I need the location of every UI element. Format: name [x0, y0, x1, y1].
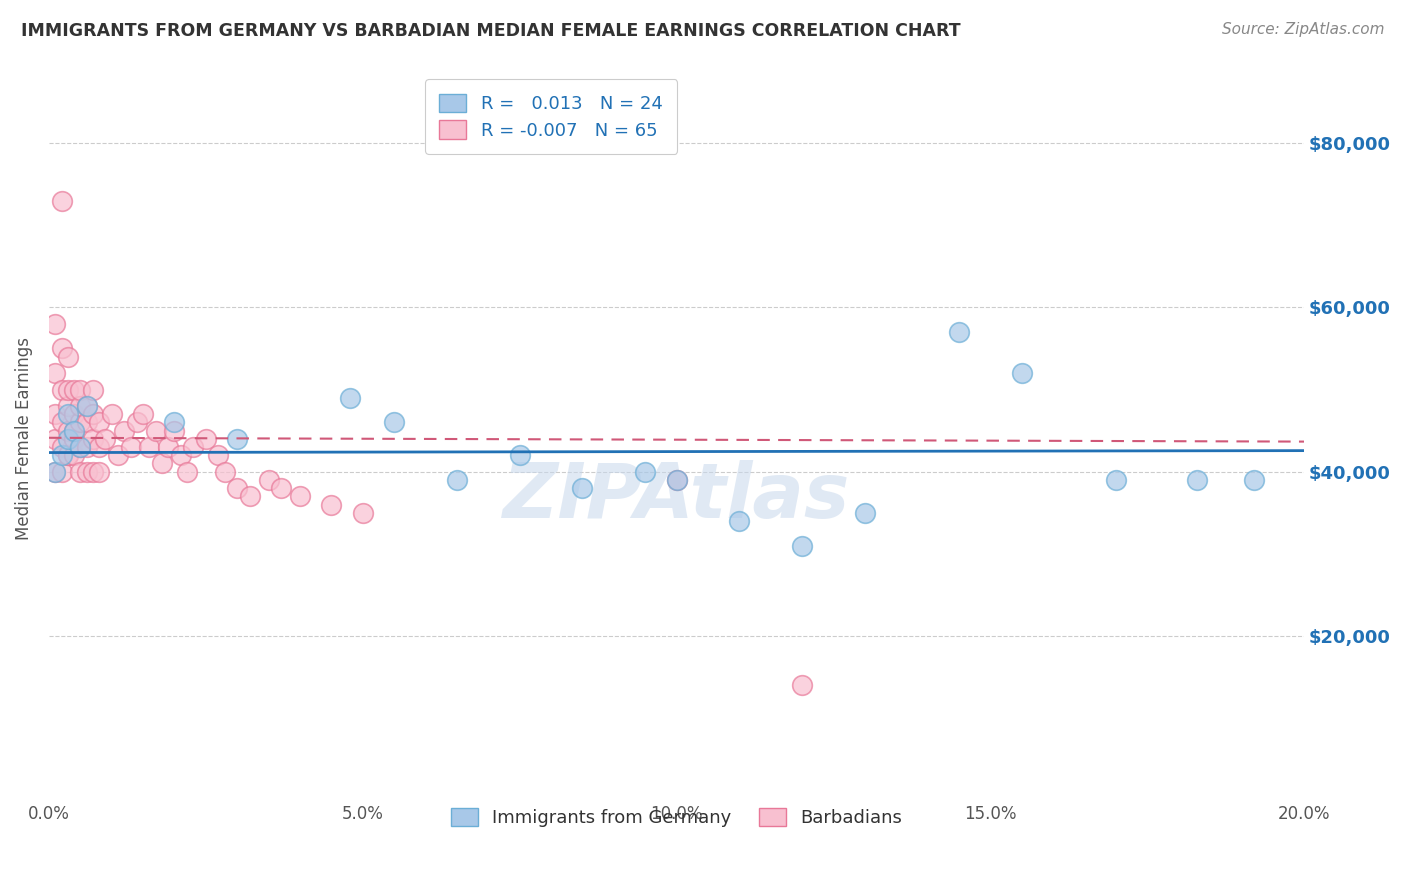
Point — [125, 416, 148, 430]
Point — [509, 448, 531, 462]
Point — [56, 432, 79, 446]
Legend: Immigrants from Germany, Barbadians: Immigrants from Germany, Barbadians — [444, 801, 910, 835]
Point — [107, 448, 129, 462]
Point — [69, 465, 91, 479]
Point — [270, 481, 292, 495]
Point — [56, 350, 79, 364]
Point — [157, 440, 180, 454]
Point — [853, 506, 876, 520]
Point — [56, 383, 79, 397]
Point — [89, 465, 111, 479]
Point — [382, 416, 405, 430]
Point — [728, 514, 751, 528]
Point — [790, 539, 813, 553]
Point — [239, 489, 262, 503]
Point — [56, 399, 79, 413]
Point — [339, 391, 361, 405]
Point — [82, 407, 104, 421]
Point — [69, 440, 91, 454]
Point — [69, 383, 91, 397]
Point — [76, 416, 98, 430]
Point — [1105, 473, 1128, 487]
Point — [51, 448, 73, 462]
Point — [120, 440, 142, 454]
Point — [51, 383, 73, 397]
Point — [89, 440, 111, 454]
Point — [82, 465, 104, 479]
Point — [44, 317, 66, 331]
Point — [63, 407, 86, 421]
Point — [51, 465, 73, 479]
Point — [132, 407, 155, 421]
Point — [63, 424, 86, 438]
Point — [56, 407, 79, 421]
Point — [82, 383, 104, 397]
Point — [44, 465, 66, 479]
Point — [163, 416, 186, 430]
Point — [69, 416, 91, 430]
Point — [56, 448, 79, 462]
Point — [51, 416, 73, 430]
Point — [207, 448, 229, 462]
Point — [163, 424, 186, 438]
Point — [226, 481, 249, 495]
Point — [150, 457, 173, 471]
Point — [63, 383, 86, 397]
Point — [44, 432, 66, 446]
Point — [257, 473, 280, 487]
Point — [1187, 473, 1209, 487]
Point — [63, 424, 86, 438]
Point — [56, 424, 79, 438]
Point — [665, 473, 688, 487]
Point — [665, 473, 688, 487]
Point — [181, 440, 204, 454]
Point — [138, 440, 160, 454]
Point — [790, 678, 813, 692]
Point — [112, 424, 135, 438]
Point — [176, 465, 198, 479]
Point — [1011, 366, 1033, 380]
Point — [76, 465, 98, 479]
Text: Source: ZipAtlas.com: Source: ZipAtlas.com — [1222, 22, 1385, 37]
Point — [288, 489, 311, 503]
Point — [51, 440, 73, 454]
Point — [446, 473, 468, 487]
Point — [100, 407, 122, 421]
Point — [82, 432, 104, 446]
Point — [94, 432, 117, 446]
Y-axis label: Median Female Earnings: Median Female Earnings — [15, 337, 32, 541]
Point — [170, 448, 193, 462]
Point — [571, 481, 593, 495]
Text: ZIPAtlas: ZIPAtlas — [503, 459, 851, 533]
Point — [51, 342, 73, 356]
Text: IMMIGRANTS FROM GERMANY VS BARBADIAN MEDIAN FEMALE EARNINGS CORRELATION CHART: IMMIGRANTS FROM GERMANY VS BARBADIAN MED… — [21, 22, 960, 40]
Point — [69, 440, 91, 454]
Point — [69, 399, 91, 413]
Point — [44, 465, 66, 479]
Point — [76, 440, 98, 454]
Point — [89, 416, 111, 430]
Point — [63, 448, 86, 462]
Point — [1243, 473, 1265, 487]
Point — [44, 407, 66, 421]
Point — [76, 399, 98, 413]
Point — [76, 399, 98, 413]
Point — [145, 424, 167, 438]
Point — [214, 465, 236, 479]
Point — [194, 432, 217, 446]
Point — [321, 498, 343, 512]
Point — [226, 432, 249, 446]
Point — [51, 194, 73, 208]
Point — [63, 432, 86, 446]
Point — [634, 465, 657, 479]
Point — [56, 448, 79, 462]
Point — [44, 366, 66, 380]
Point — [948, 325, 970, 339]
Point — [352, 506, 374, 520]
